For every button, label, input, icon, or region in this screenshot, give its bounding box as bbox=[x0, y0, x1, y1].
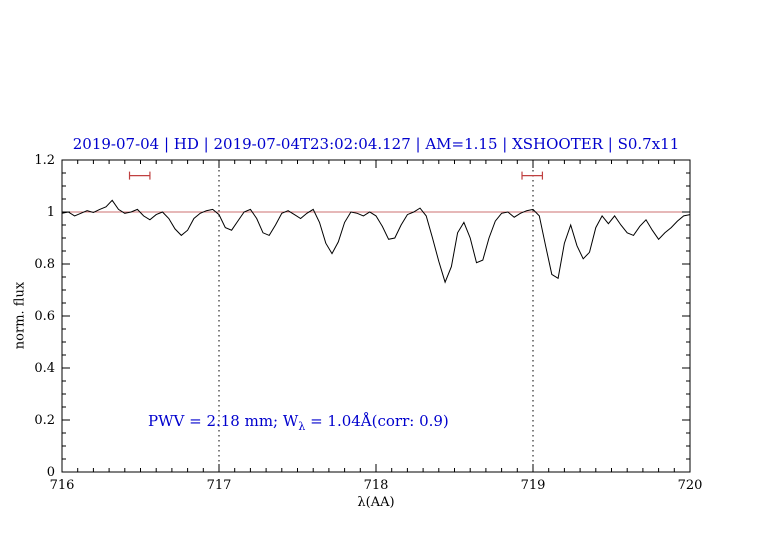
svg-text:718: 718 bbox=[364, 478, 389, 493]
pwv-annotation: PWV = 2.18 mm; Wλ = 1.04Å(corr: 0.9) bbox=[148, 412, 449, 433]
svg-text:0.4: 0.4 bbox=[34, 361, 55, 376]
svg-text:719: 719 bbox=[521, 478, 546, 493]
svg-text:0: 0 bbox=[47, 465, 55, 480]
svg-text:1.2: 1.2 bbox=[34, 153, 55, 168]
spectrum-line bbox=[61, 199, 691, 284]
svg-text:0.8: 0.8 bbox=[34, 257, 55, 272]
plot-title: 2019-07-04 | HD | 2019-07-04T23:02:04.12… bbox=[72, 135, 680, 153]
x-axis-label: λ(AA) bbox=[357, 495, 395, 510]
svg-text:720: 720 bbox=[678, 478, 703, 493]
y-tick-labels: 0 0.2 0.4 0.6 0.8 1 1.2 bbox=[34, 153, 55, 480]
range-markers bbox=[128, 171, 544, 180]
svg-text:0.6: 0.6 bbox=[34, 309, 55, 324]
x-tick-labels: 716 717 718 719 720 bbox=[50, 478, 703, 493]
annotation-suffix: = 1.04Å(corr: 0.9) bbox=[305, 412, 449, 430]
svg-text:716: 716 bbox=[50, 478, 75, 493]
annotation-prefix: PWV = 2.18 mm; W bbox=[148, 412, 299, 430]
svg-text:0.2: 0.2 bbox=[34, 413, 55, 428]
annotation-lambda-subscript: λ bbox=[298, 420, 306, 433]
axis-ticks bbox=[61, 159, 691, 473]
dotted-vlines bbox=[218, 160, 534, 472]
svg-text:717: 717 bbox=[207, 478, 232, 493]
svg-text:1: 1 bbox=[47, 205, 55, 220]
y-axis-label: norm. flux bbox=[12, 281, 28, 350]
